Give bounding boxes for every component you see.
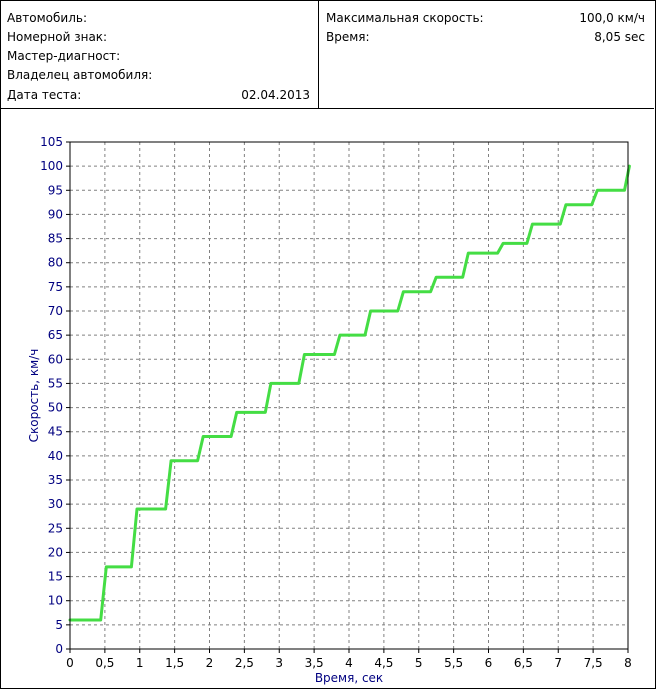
x-tick-label: 2 — [206, 656, 214, 670]
test-date-value: 02.04.2013 — [241, 88, 310, 102]
x-tick-label: 4 — [345, 656, 353, 670]
max-speed-row: Максимальная скорость: 100,0 км/ч — [326, 11, 645, 25]
y-axis-label: Скорость, км/ч — [27, 349, 41, 443]
test-date-label: Дата теста: — [7, 88, 82, 102]
x-tick-label: 5,5 — [444, 656, 463, 670]
vehicle-row: Автомобиль: — [7, 11, 310, 25]
y-tick-label: 50 — [48, 401, 63, 415]
y-tick-label: 15 — [48, 570, 63, 584]
max-speed-value: 100,0 км/ч — [579, 11, 645, 25]
y-tick-label: 55 — [48, 376, 63, 390]
y-tick-label: 90 — [48, 207, 63, 221]
x-tick-label: 6,5 — [514, 656, 533, 670]
plate-row: Номерной знак: — [7, 30, 310, 44]
y-tick-label: 25 — [48, 521, 63, 535]
y-tick-label: 30 — [48, 497, 63, 511]
chart-series-layer — [68, 164, 631, 622]
x-tick-label: 7,5 — [584, 656, 603, 670]
owner-label: Владелец автомобиля: — [7, 68, 153, 82]
chart-grid — [70, 142, 628, 649]
y-tick-label: 10 — [48, 594, 63, 608]
test-date-row: Дата теста: 02.04.2013 — [7, 88, 310, 102]
x-tick-label: 3,5 — [305, 656, 324, 670]
vehicle-label: Автомобиль: — [7, 11, 87, 25]
x-tick-label: 0 — [66, 656, 74, 670]
y-tick-label: 85 — [48, 232, 63, 246]
y-tick-label: 5 — [55, 618, 63, 632]
x-tick-label: 6 — [485, 656, 493, 670]
chart-ticks: 0 0,5 1 1,5 2 2,5 3 3,5 4 4,5 5 5,5 6 6,5 7 7,5 80510152… — [40, 135, 632, 670]
plate-label: Номерной знак: — [7, 30, 108, 44]
vehicle-info-panel: Автомобиль: Номерной знак: Мастер-диагно… — [0, 0, 319, 108]
y-tick-label: 60 — [48, 352, 63, 366]
time-row: Время: 8,05 sec — [326, 30, 645, 44]
speed-series-line — [68, 164, 631, 622]
y-tick-label: 40 — [48, 449, 63, 463]
x-tick-label: 1,5 — [165, 656, 184, 670]
x-tick-label: 7 — [554, 656, 562, 670]
y-tick-label: 80 — [48, 256, 63, 270]
diagnostician-row: Мастер-диагност: — [7, 49, 310, 63]
y-tick-label: 0 — [55, 642, 63, 656]
y-tick-label: 65 — [48, 328, 63, 342]
x-tick-label: 1 — [136, 656, 144, 670]
x-axis-label: Время, сек — [315, 671, 383, 685]
x-tick-label: 3 — [275, 656, 283, 670]
y-tick-label: 35 — [48, 473, 63, 487]
x-tick-label: 8 — [624, 656, 632, 670]
diagnostician-label: Мастер-диагност: — [7, 49, 121, 63]
max-speed-label: Максимальная скорость: — [326, 11, 484, 25]
y-tick-label: 20 — [48, 545, 63, 559]
y-tick-label: 45 — [48, 425, 63, 439]
y-tick-label: 100 — [40, 159, 63, 173]
time-value: 8,05 sec — [594, 30, 645, 44]
y-tick-label: 105 — [40, 135, 63, 149]
x-tick-label: 2,5 — [235, 656, 254, 670]
owner-row: Владелец автомобиля: — [7, 68, 310, 82]
x-tick-label: 5 — [415, 656, 423, 670]
y-tick-label: 70 — [48, 304, 63, 318]
x-tick-label: 4,5 — [374, 656, 393, 670]
time-label: Время: — [326, 30, 370, 44]
y-tick-label: 75 — [48, 280, 63, 294]
x-tick-label: 0,5 — [95, 656, 114, 670]
y-tick-label: 95 — [48, 183, 63, 197]
report-header: Автомобиль: Номерной знак: Мастер-диагно… — [0, 0, 654, 109]
result-info-panel: Максимальная скорость: 100,0 км/ч Время:… — [319, 0, 654, 108]
speed-time-chart: 0 0,5 1 1,5 2 2,5 3 3,5 4 4,5 5 5,5 6 6,5 7 7,5 80510152… — [27, 135, 632, 685]
